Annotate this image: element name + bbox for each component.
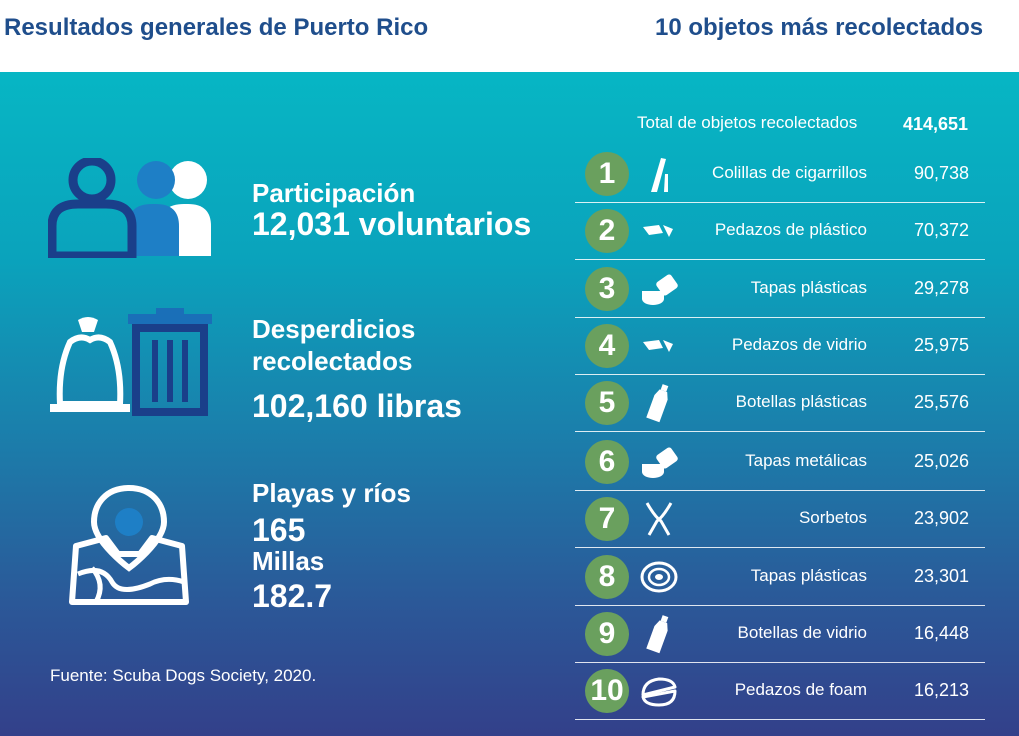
total-value: 414,651 bbox=[903, 114, 969, 134]
rank-badge: 9 bbox=[585, 612, 629, 656]
beaches-label: Playas y ríos bbox=[252, 478, 411, 508]
item-name: Pedazos de vidrio bbox=[731, 335, 867, 354]
item-count: 25,975 bbox=[913, 335, 969, 355]
item-count: 25,026 bbox=[913, 451, 969, 471]
page-title: Resultados generales de Puerto Rico bbox=[4, 14, 429, 41]
item-count: 90,738 bbox=[913, 163, 969, 183]
cigarette-icon bbox=[651, 158, 668, 192]
source-note: Fuente: Scuba Dogs Society, 2020. bbox=[50, 666, 317, 685]
rank-badge: 8 bbox=[585, 555, 629, 599]
list-item: 2 Pedazos de plástico 70,372 bbox=[575, 203, 985, 260]
lid-icon bbox=[640, 561, 678, 593]
item-name: Colillas de cigarrillos bbox=[712, 163, 867, 182]
item-name: Sorbetos bbox=[798, 508, 867, 527]
foam-container-icon bbox=[641, 677, 677, 707]
list-item: 8 Tapas plásticas 23,301 bbox=[575, 549, 985, 606]
map-pin-icon bbox=[69, 484, 189, 605]
list-item: 5 Botellas plásticas 25,576 bbox=[575, 375, 985, 432]
fragment-icon bbox=[643, 225, 673, 237]
item-name: Tapas metálicas bbox=[745, 451, 867, 470]
participation-label: Participación bbox=[252, 178, 416, 208]
rank-badge: 3 bbox=[585, 267, 629, 311]
item-count: 70,372 bbox=[913, 220, 969, 240]
rank-badge: 1 bbox=[585, 152, 629, 196]
bottle-icon bbox=[646, 615, 669, 654]
miles-label: Millas bbox=[252, 546, 325, 576]
top-items-title: 10 objetos más recolectados bbox=[655, 14, 984, 41]
item-name: Botellas de vidrio bbox=[737, 623, 867, 642]
item-count: 25,576 bbox=[913, 392, 969, 412]
list-item: 6 Tapas metálicas 25,026 bbox=[575, 434, 985, 491]
list-item: 3 Tapas plásticas 29,278 bbox=[575, 261, 985, 318]
item-name: Pedazos de foam bbox=[734, 680, 867, 699]
rank-badge: 10 bbox=[585, 669, 629, 713]
rank-badge: 7 bbox=[585, 497, 629, 541]
total-label: Total de objetos recolectados bbox=[637, 113, 858, 132]
item-count: 16,213 bbox=[913, 680, 969, 700]
waste-label-line2: recolectados bbox=[252, 346, 413, 376]
item-count: 23,301 bbox=[913, 566, 969, 586]
miles-value: 182.7 bbox=[252, 578, 333, 614]
list-item: 9 Botellas de vidrio 16,448 bbox=[575, 606, 985, 663]
bottle-cap-icon bbox=[642, 447, 678, 478]
list-item: 10 Pedazos de foam 16,213 bbox=[575, 663, 985, 720]
bottle-icon bbox=[646, 384, 669, 423]
item-count: 29,278 bbox=[913, 278, 969, 298]
item-name: Tapas plásticas bbox=[750, 278, 867, 297]
participation-value: 12,031 voluntarios bbox=[252, 206, 532, 242]
bottle-cap-icon bbox=[642, 274, 678, 305]
straws-icon bbox=[645, 502, 673, 536]
rank-badge: 2 bbox=[585, 209, 629, 253]
waste-label-line1: Desperdicios bbox=[252, 314, 416, 344]
fragment-icon bbox=[643, 340, 673, 352]
rank-badge: 4 bbox=[585, 324, 629, 368]
rank-badge: 6 bbox=[585, 440, 629, 484]
list-item: 7 Sorbetos 23,902 bbox=[575, 491, 985, 548]
people-icon bbox=[48, 158, 211, 258]
trash-bag-bin-icon bbox=[50, 308, 212, 416]
item-count: 23,902 bbox=[913, 508, 969, 528]
waste-value: 102,160 libras bbox=[252, 388, 462, 424]
beaches-count: 165 bbox=[252, 512, 306, 548]
rank-badge: 5 bbox=[585, 381, 629, 425]
item-name: Tapas plásticas bbox=[750, 566, 867, 585]
item-count: 16,448 bbox=[913, 623, 969, 643]
item-name: Pedazos de plástico bbox=[714, 220, 867, 239]
item-name: Botellas plásticas bbox=[735, 392, 867, 411]
list-item: 1 Colillas de cigarrillos 90,738 bbox=[575, 146, 985, 203]
list-item: 4 Pedazos de vidrio 25,975 bbox=[575, 318, 985, 375]
